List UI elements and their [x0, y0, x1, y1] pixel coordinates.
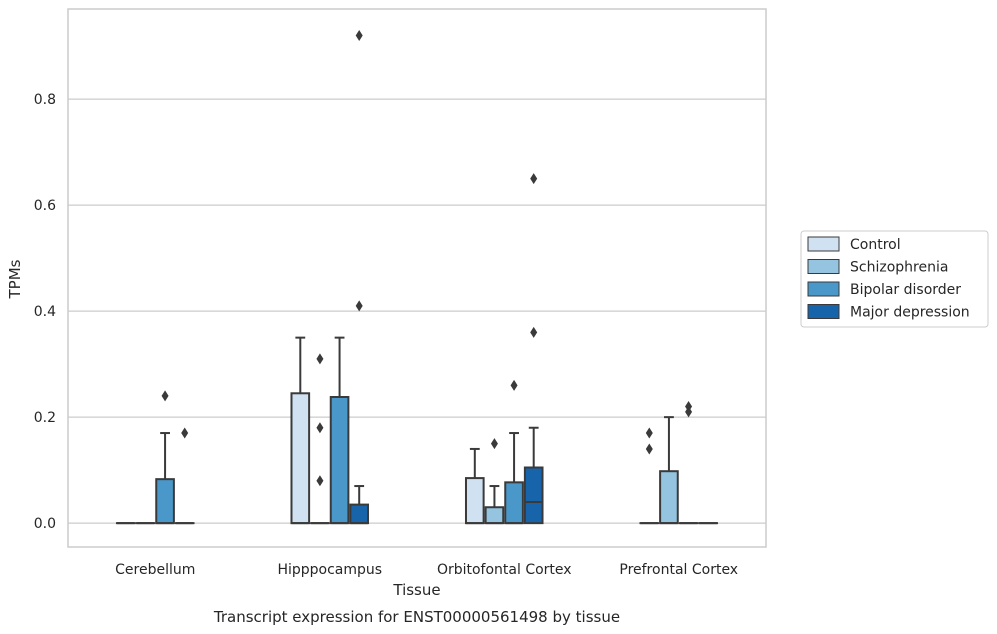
legend-swatch	[807, 281, 840, 297]
box-iqr	[464, 477, 485, 525]
outlier-point	[685, 401, 693, 413]
outlier-point	[355, 30, 363, 42]
x-tick-label: Orbitofontal Cortex	[437, 562, 572, 578]
box-orbitofontal-cortex-bipolar-disorder	[504, 379, 524, 525]
plot-frame	[67, 8, 767, 548]
legend-label: Schizophrenia	[850, 260, 948, 276]
outlier-point	[355, 300, 363, 312]
plot-background	[68, 9, 766, 547]
box-orbitofontal-cortex-control	[464, 447, 485, 525]
outlier-point	[181, 427, 189, 439]
box-hipppocampus-bipolar-disorder	[329, 336, 350, 525]
y-tick-label: 0.2	[34, 410, 56, 426]
y-tick-label: 0.6	[34, 198, 56, 214]
box-cerebellum-major-depression	[174, 427, 195, 525]
legend-swatch	[807, 236, 840, 252]
box-iqr	[484, 506, 505, 525]
legend-label: Control	[850, 237, 901, 253]
box-cerebellum-bipolar-disorder	[155, 390, 175, 525]
y-axis-label: TPMs	[6, 259, 24, 299]
box-prefrontal-cortex-bipolar-disorder	[678, 401, 699, 525]
box-orbitofontal-cortex-schizophrenia	[484, 438, 505, 525]
box-groups	[115, 30, 719, 525]
y-tick-label: 0.0	[34, 516, 56, 532]
outlier-point	[510, 379, 518, 391]
x-tick-label: Hipppocampus	[277, 562, 382, 578]
box-iqr	[659, 470, 679, 525]
box-hipppocampus-major-depression	[349, 30, 370, 525]
outlier-point	[161, 390, 169, 402]
x-tick-label: Cerebellum	[115, 562, 195, 578]
y-tick-labels: 0.0 0.2 0.4 0.6 0.8	[34, 92, 56, 532]
box-orbitofontal-cortex-major-depression	[523, 173, 544, 525]
box-prefrontal-cortex-control	[639, 427, 660, 525]
outlier-point	[645, 427, 653, 439]
box-iqr	[329, 395, 350, 525]
legend-label: Major depression	[850, 305, 970, 321]
box-iqr	[523, 466, 544, 525]
y-tick-label: 0.8	[34, 92, 56, 108]
box-iqr	[349, 503, 370, 525]
box-hipppocampus-control	[290, 336, 311, 525]
legend: Control Schizophrenia Bipolar disorder Majo…	[800, 230, 989, 328]
box-iqr	[504, 481, 524, 525]
x-axis-label: Tissue	[392, 581, 440, 599]
box-iqr	[290, 392, 311, 525]
outlier-point	[316, 353, 324, 365]
outlier-point	[316, 422, 324, 434]
legend-swatch	[807, 304, 840, 319]
legend-swatch	[807, 259, 840, 274]
outlier-point	[530, 326, 538, 338]
y-tick-label: 0.4	[34, 304, 56, 320]
outlier-point	[530, 173, 538, 185]
box-hipppocampus-schizophrenia	[310, 353, 330, 525]
legend-frame	[800, 230, 989, 328]
box-prefrontal-cortex-schizophrenia	[659, 416, 679, 525]
outlier-point	[316, 475, 324, 487]
chart-caption: Transcript expression for ENST0000056149…	[213, 608, 620, 626]
outlier-point	[490, 438, 498, 450]
outlier-point	[645, 443, 653, 455]
x-tick-label: Prefrontal Cortex	[619, 562, 738, 578]
x-tick-labels: Cerebellum Hipppocampus Orbitofontal Corte…	[115, 562, 738, 578]
box-iqr	[155, 478, 175, 525]
legend-label: Bipolar disorder	[850, 282, 961, 298]
